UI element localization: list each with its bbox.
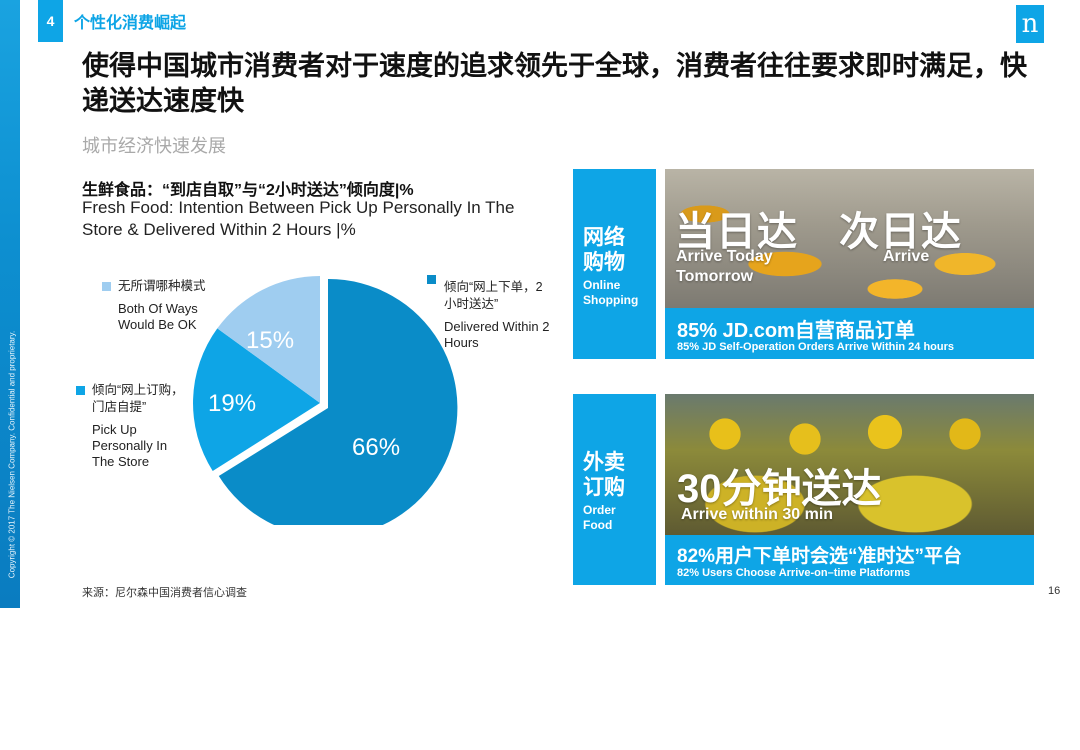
- pie-label-delivered: 66%: [352, 434, 400, 461]
- legend-swatch-delivered: [427, 275, 436, 284]
- legend-item-pick-up: 倾向“网上订购，门店自提” Pick Up Personally In The …: [76, 382, 194, 470]
- photo-caption-today: Arrive Today: [676, 248, 773, 265]
- pie-slice-delivered: [218, 278, 458, 525]
- legend-item-delivered: 倾向“网上下单，2小时送达” Delivered Within 2 Hours: [427, 275, 557, 351]
- section-title: 个性化消费崛起: [74, 15, 187, 32]
- page-number: 16: [1048, 585, 1061, 597]
- legend-swatch-pick-up: [76, 386, 85, 395]
- chart-title-cn: 生鲜食品：“到店自取”与“2小时送达”倾向度|%: [82, 182, 414, 199]
- card-side-cn-line1: 外卖: [583, 451, 625, 474]
- pie-slice-both-ok: [217, 276, 320, 403]
- legend-label-en: Delivered Within 2 Hours: [444, 319, 550, 350]
- legend-swatch-both-ok: [102, 282, 111, 291]
- card-side-en: Order Food: [583, 503, 616, 533]
- pie-label-both-ok: 15%: [246, 327, 294, 354]
- legend-label-cn: 无所谓哪种模式: [118, 279, 206, 293]
- card-side-en-line1: Online: [583, 278, 621, 292]
- pie-slice-pick-up: [193, 328, 320, 471]
- card-side-cn: 外卖 订购: [583, 450, 625, 500]
- band-stat-cn: 82%用户下单时会选“准时达”平台: [677, 546, 963, 567]
- card-online-shopping-side: 网络 购物 Online Shopping: [573, 169, 656, 359]
- card-order-food-band: 82%用户下单时会选“准时达”平台 82% Users Choose Arriv…: [665, 535, 1034, 585]
- card-side-cn: 网络 购物: [583, 225, 625, 275]
- card-side-en-line2: Shopping: [583, 293, 639, 307]
- band-stat-cn: 85% JD.com自营商品订单: [677, 320, 915, 342]
- legend-label-en: Both Of Ways Would Be OK: [118, 301, 198, 332]
- card-side-en-line2: Food: [583, 518, 613, 532]
- legend-label-en: Pick Up Personally In The Store: [92, 422, 168, 469]
- side-stripe: Copyright © 2017 The Nielsen Company. Co…: [0, 0, 20, 608]
- card-order-food-side: 外卖 订购 Order Food: [573, 394, 656, 585]
- band-stat-en: 85% JD Self-Operation Orders Arrive With…: [677, 341, 955, 353]
- pie-chart: 15% 19% 66%: [193, 276, 458, 525]
- card-online-shopping-band: 85% JD.com自营商品订单 85% JD Self-Operation O…: [665, 308, 1034, 359]
- photo-caption-arrive: Arrive: [883, 248, 930, 265]
- photo-headline-cn: 30分钟送达: [677, 467, 882, 511]
- legend-item-both-ok: 无所谓哪种模式 Both Of Ways Would Be OK: [102, 278, 232, 333]
- photo-caption-tomorrow: Tomorrow: [676, 268, 754, 285]
- nielsen-logo-icon: n: [1016, 5, 1044, 43]
- pie-label-pick-up: 19%: [208, 390, 256, 417]
- card-side-cn-line2: 订购: [583, 476, 625, 499]
- section-number: 4: [38, 0, 63, 42]
- legend-label-cn: 倾向“网上订购，门店自提”: [92, 383, 184, 414]
- card-side-en: Online Shopping: [583, 278, 638, 308]
- page-title: 使得中国城市消费者对于速度的追求领先于全球，消费者往往要求即时满足，快递送达速度…: [82, 51, 1027, 116]
- band-stat-en: 82% Users Choose Arrive-on–time Platform…: [677, 567, 911, 579]
- source-note: 来源：尼尔森中国消费者信心调查: [82, 587, 247, 599]
- card-side-cn-line2: 购物: [583, 251, 625, 274]
- card-online-shopping-photo: 当日达 次日达 Arrive Today Arrive Tomorrow: [665, 169, 1034, 308]
- photo-caption-en: Arrive within 30 min: [681, 506, 834, 523]
- legend-label-cn: 倾向“网上下单，2小时送达”: [444, 280, 543, 311]
- card-order-food-photo: 30分钟送达 Arrive within 30 min: [665, 394, 1034, 535]
- card-side-en-line1: Order: [583, 503, 616, 517]
- chart-title-en: Fresh Food: Intention Between Pick Up Pe…: [82, 198, 515, 239]
- card-side-cn-line1: 网络: [583, 226, 625, 249]
- copyright-text: Copyright © 2017 The Nielsen Company. Co…: [7, 330, 17, 579]
- photo-headline-cn: 当日达 次日达: [675, 210, 962, 254]
- page-subtitle: 城市经济快速发展: [82, 136, 226, 156]
